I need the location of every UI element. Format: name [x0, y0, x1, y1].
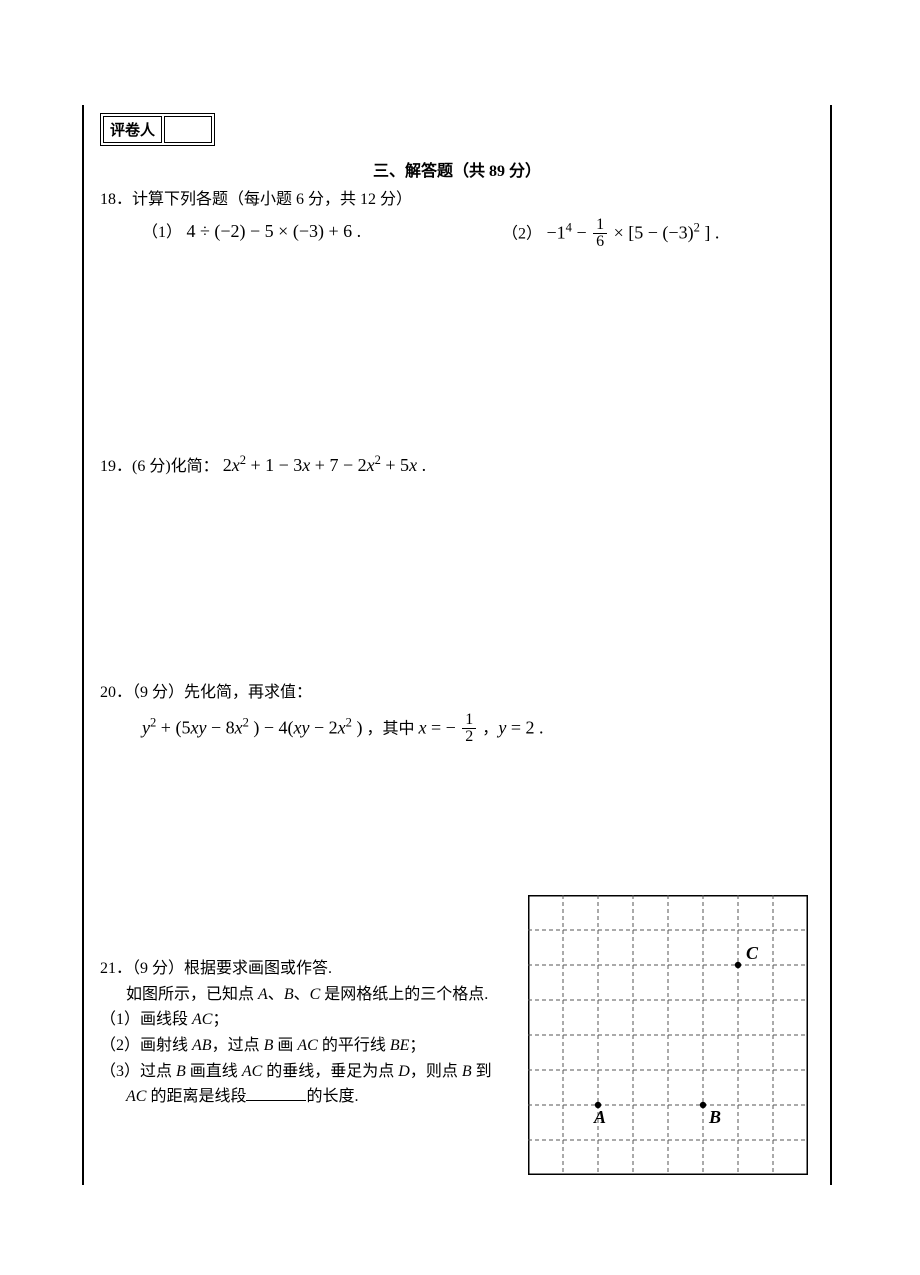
q18-p2-label: （2）	[502, 225, 542, 242]
q20-frac: 12	[462, 712, 476, 747]
q18-frac-num: 1	[593, 217, 607, 235]
q21-l1d: B	[284, 986, 294, 1003]
grid-figure: A B C	[528, 895, 808, 1175]
q20-frac-num: 1	[462, 712, 476, 730]
q21-p3l2a: AC	[126, 1088, 146, 1105]
q19-expr: 2x2 + 1 − 3x + 7 − 2x2 + 5x .	[223, 455, 426, 475]
q20-x2: x	[338, 717, 346, 737]
q19-b: + 1 − 3	[246, 455, 302, 475]
q21-p2-tail: ；	[409, 1037, 425, 1054]
q18-number: 18．	[100, 191, 132, 208]
q20-number: 20．	[100, 684, 132, 701]
q19-x4: x	[409, 455, 417, 475]
q19-x3: x	[367, 455, 375, 475]
q21-p3-b2: B	[462, 1063, 472, 1080]
q19-a: 2	[223, 455, 232, 475]
page-frame: 评卷人 三、解答题（共 89 分） 18．计算下列各题（每小题 6 分，共 12…	[82, 105, 832, 1185]
q21-p2-bpt: B	[264, 1037, 274, 1054]
q21-p3-ac: AC	[242, 1063, 262, 1080]
q21-l1e: 、	[294, 986, 310, 1003]
q21-number: 21．	[100, 960, 132, 977]
q18-p2-b: −	[572, 222, 591, 242]
q21-p2d: 的平行线	[318, 1037, 390, 1054]
q21-p2-ab: AB	[192, 1037, 212, 1054]
q21-p1-tail: ；	[212, 1011, 228, 1028]
q21-l1f: C	[310, 986, 321, 1003]
q21-p2-be: BE	[390, 1037, 410, 1054]
q18-p1-label: （1）	[142, 224, 182, 241]
q20-e: − 2	[310, 717, 338, 737]
q21-p3-line2: AC 的距离是线段 的长度.	[126, 1084, 530, 1110]
question-18: 18．计算下列各题（每小题 6 分，共 12 分） （1） 4 ÷ (−2) −…	[100, 187, 814, 251]
q21-p1a: （1）画线段	[100, 1011, 192, 1028]
q18-subs: （1） 4 ÷ (−2) − 5 × (−3) + 6 . （2） −14 − …	[100, 217, 814, 252]
q20-d: ) − 4(	[249, 717, 294, 737]
q21-p2: （2）画射线 AB，过点 B 画 AC 的平行线 BE；	[100, 1033, 530, 1059]
q18-p2-d: ] .	[700, 222, 720, 242]
q21-p2a: （2）画射线	[100, 1037, 192, 1054]
section-title: 三、解答题（共 89 分）	[100, 157, 814, 181]
question-19: 19．(6 分)化简： 2x2 + 1 − 3x + 7 − 2x2 + 5x …	[100, 451, 814, 480]
q21-p3b: 画直线	[186, 1063, 242, 1080]
svg-text:B: B	[708, 1107, 721, 1127]
q20-eq2: = 2 .	[506, 717, 543, 737]
q18-frac-den: 6	[593, 234, 607, 251]
q18-p1-expr: 4 ÷ (−2) − 5 × (−3) + 6 .	[187, 221, 362, 241]
q20-expr: y2 + (5xy − 8x2 ) − 4(xy − 2x2 ) ，其中 x =…	[142, 712, 814, 747]
q21-p3l2b: 的距离是线段	[146, 1088, 246, 1105]
q19-x1: x	[232, 455, 240, 475]
q21-stem: （9 分）根据要求画图或作答.	[132, 960, 332, 977]
fill-blank	[246, 1085, 306, 1101]
q20-stem: （9 分）先化简，再求值：	[132, 684, 312, 701]
q21-p1: （1）画线段 AC；	[100, 1007, 530, 1033]
svg-text:A: A	[593, 1107, 606, 1127]
q21-l1c: 、	[268, 986, 284, 1003]
q19-number: 19．	[100, 458, 132, 475]
q20-f: )	[352, 717, 363, 737]
q21-p2b: ，过点	[212, 1037, 264, 1054]
q21-line1: 如图所示，已知点 A、B、C 是网格纸上的三个格点.	[126, 982, 530, 1008]
q19-stem: (6 分)化简：	[132, 458, 219, 475]
q21-p3: （3）过点 B 画直线 AC 的垂线，垂足为点 D，则点 B 到	[100, 1059, 530, 1085]
q21-p2-ac: AC	[297, 1037, 317, 1054]
q20-xy2: xy	[294, 717, 310, 737]
q18-part1: （1） 4 ÷ (−2) − 5 × (−3) + 6 .	[142, 217, 502, 252]
q21-l1a: 如图所示，已知点	[126, 986, 258, 1003]
q20-b: + (5	[156, 717, 190, 737]
q20-cn2: ，	[478, 720, 498, 737]
q20-frac-den: 2	[462, 729, 476, 746]
grader-label: 评卷人	[103, 116, 162, 143]
q21-p3c: 的垂线，垂足为点	[262, 1063, 398, 1080]
q20-y: y	[142, 717, 150, 737]
q19-e: .	[417, 455, 426, 475]
grader-blank	[164, 116, 212, 143]
q21-p3a: （3）过点	[100, 1063, 176, 1080]
q21-p3d: ，则点	[410, 1063, 462, 1080]
svg-text:C: C	[746, 943, 759, 963]
q18-p2-a: −1	[547, 222, 566, 242]
q21-p3-b: B	[176, 1063, 186, 1080]
q21-text-block: 21．（9 分）根据要求画图或作答. 如图所示，已知点 A、B、C 是网格纸上的…	[100, 956, 530, 1110]
q21-p2c: 画	[273, 1037, 297, 1054]
q21-p1-ac: AC	[192, 1011, 212, 1028]
q19-d: + 5	[381, 455, 409, 475]
q20-cn1: ，其中	[362, 720, 418, 737]
q20-eq1: = −	[426, 717, 460, 737]
q21-l1g: 是网格纸上的三个格点.	[320, 986, 488, 1003]
question-20: 20．（9 分）先化简，再求值： y2 + (5xy − 8x2 ) − 4(x…	[100, 680, 814, 746]
q18-stem: 计算下列各题（每小题 6 分，共 12 分）	[132, 191, 412, 208]
q21-p3e: 到	[472, 1063, 492, 1080]
q20-x1: x	[235, 717, 243, 737]
q21-p3l2c: 的长度.	[306, 1088, 358, 1105]
q21-p3-d: D	[398, 1063, 410, 1080]
q21-l1b: A	[258, 986, 268, 1003]
q20-c: − 8	[206, 717, 234, 737]
grader-box: 评卷人	[100, 113, 215, 146]
q18-part2: （2） −14 − 16 × [5 − (−3)2 ] .	[502, 217, 719, 252]
q20-xy1: xy	[190, 717, 206, 737]
q18-p2-c: × [5 − (−3)	[609, 222, 693, 242]
q18-frac: 16	[593, 217, 607, 252]
q19-c: + 7 − 2	[310, 455, 366, 475]
